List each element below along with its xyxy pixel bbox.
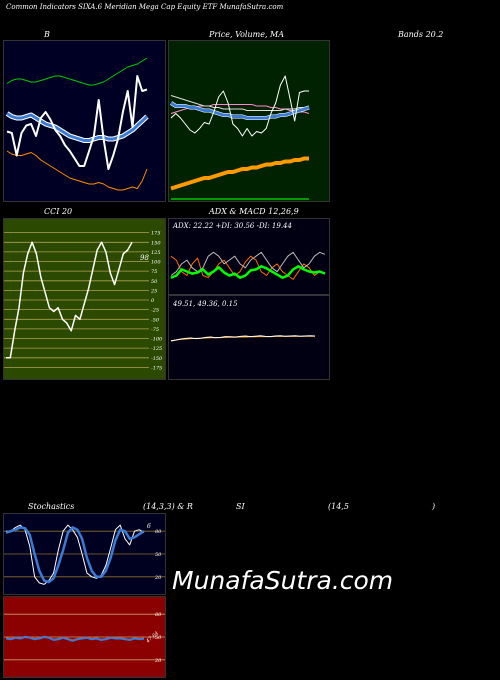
cci-tick-label: 125 — [151, 250, 161, 256]
stoch-tick-label: 20 — [154, 575, 162, 581]
bb-panel — [3, 40, 166, 202]
price-panel — [168, 40, 330, 202]
cci-chart: 175 150 125 100 75 50 25 0 -25 -50 -75 -100 -125 -150… — [4, 231, 163, 371]
stoch-tick-label: 80 — [155, 529, 162, 535]
rsi-line — [5, 636, 145, 642]
stoch-params-label: (14,3,3) & R — [143, 502, 193, 511]
price-ma-label: Price, Volume, MA — [209, 30, 285, 39]
cci-label: CCI 20 — [44, 207, 73, 216]
stoch-label: Stochastics — [28, 502, 75, 511]
stoch-chart: 80 50 20 6 — [4, 523, 165, 585]
bb-upper-line — [6, 57, 148, 86]
stoch-value-label: 6 — [147, 523, 151, 530]
cci-tick-label: -100 — [151, 337, 163, 343]
plus-di-line — [170, 251, 326, 276]
bb-middle-line — [6, 112, 149, 142]
header-title: Common Indicators SIXA.6 Meridian Mega C… — [6, 3, 284, 11]
cci-panel: 175 150 125 100 75 50 25 0 -25 -50 -75 -100 -125 -150… — [3, 218, 166, 380]
stoch-panel: 80 50 20 6 — [3, 513, 166, 595]
bands-label: Bands 20.2 — [398, 30, 444, 39]
cci-tick-label: 25 — [150, 288, 157, 294]
rsi-tick-label: 20 — [154, 658, 162, 664]
rsi-close-label: ) — [432, 502, 436, 511]
stoch-k-line — [6, 524, 145, 585]
volume-ma-line — [170, 156, 309, 191]
minus-di-line — [170, 255, 326, 280]
price-line — [170, 75, 309, 137]
adx-macd-label: ADX & MACD 12,26,9 — [209, 207, 299, 216]
rsi-tick-label: 50 — [155, 635, 162, 641]
bb-chart — [5, 57, 149, 191]
bb-middle-glow — [5, 111, 149, 143]
adx-macd-panel: ADX: 22.22 +DI: 30.56 -DI: 19.44 49.51, … — [168, 218, 330, 380]
cci-tick-label: 50 — [151, 279, 158, 285]
bb-label: B — [44, 30, 50, 39]
cci-tick-label: 0 — [151, 298, 155, 304]
adx-macd-chart: ADX: 22.22 +DI: 30.56 -DI: 19.44 49.51, … — [169, 222, 329, 342]
macd-values-text: 49.51, 49.36, 0.15 — [172, 300, 238, 308]
rsi-panel: 80 50 20 47.64 — [3, 596, 166, 678]
cci-tick-label: -25 — [151, 308, 159, 314]
cci-tick-label: 75 — [151, 269, 157, 275]
stoch-d-line — [5, 526, 145, 584]
ma-blue-line — [170, 101, 310, 120]
price-chart — [169, 75, 310, 200]
macd-line — [170, 335, 316, 342]
cci-tick-label: -50 — [151, 317, 160, 323]
cci-tick-label: -175 — [151, 365, 162, 371]
bb-lower-line — [6, 150, 148, 191]
adx-line — [170, 265, 326, 279]
rsi-params-label: (14,5 — [328, 502, 349, 511]
cci-tick-label: 100 — [151, 260, 161, 266]
cci-tick-label: -125 — [151, 346, 162, 352]
ma-white-line — [170, 95, 310, 111]
rsi-tick-label: 80 — [155, 612, 162, 618]
adx-values-text: ADX: 22.22 +DI: 30.56 -DI: 19.44 — [172, 222, 292, 230]
watermark: MunafaSutra.com — [172, 566, 394, 595]
cci-tick-label: -150 — [151, 356, 163, 362]
rsi-label: SI — [236, 502, 245, 511]
cci-tick-label: -75 — [151, 327, 159, 333]
cci-line — [6, 241, 133, 359]
stoch-tick-label: 50 — [155, 552, 162, 558]
bb-price-line — [6, 75, 148, 170]
cci-value-label: 98 — [140, 254, 149, 262]
cci-tick-label: 150 — [151, 240, 161, 246]
cci-tick-label: 175 — [151, 231, 161, 237]
